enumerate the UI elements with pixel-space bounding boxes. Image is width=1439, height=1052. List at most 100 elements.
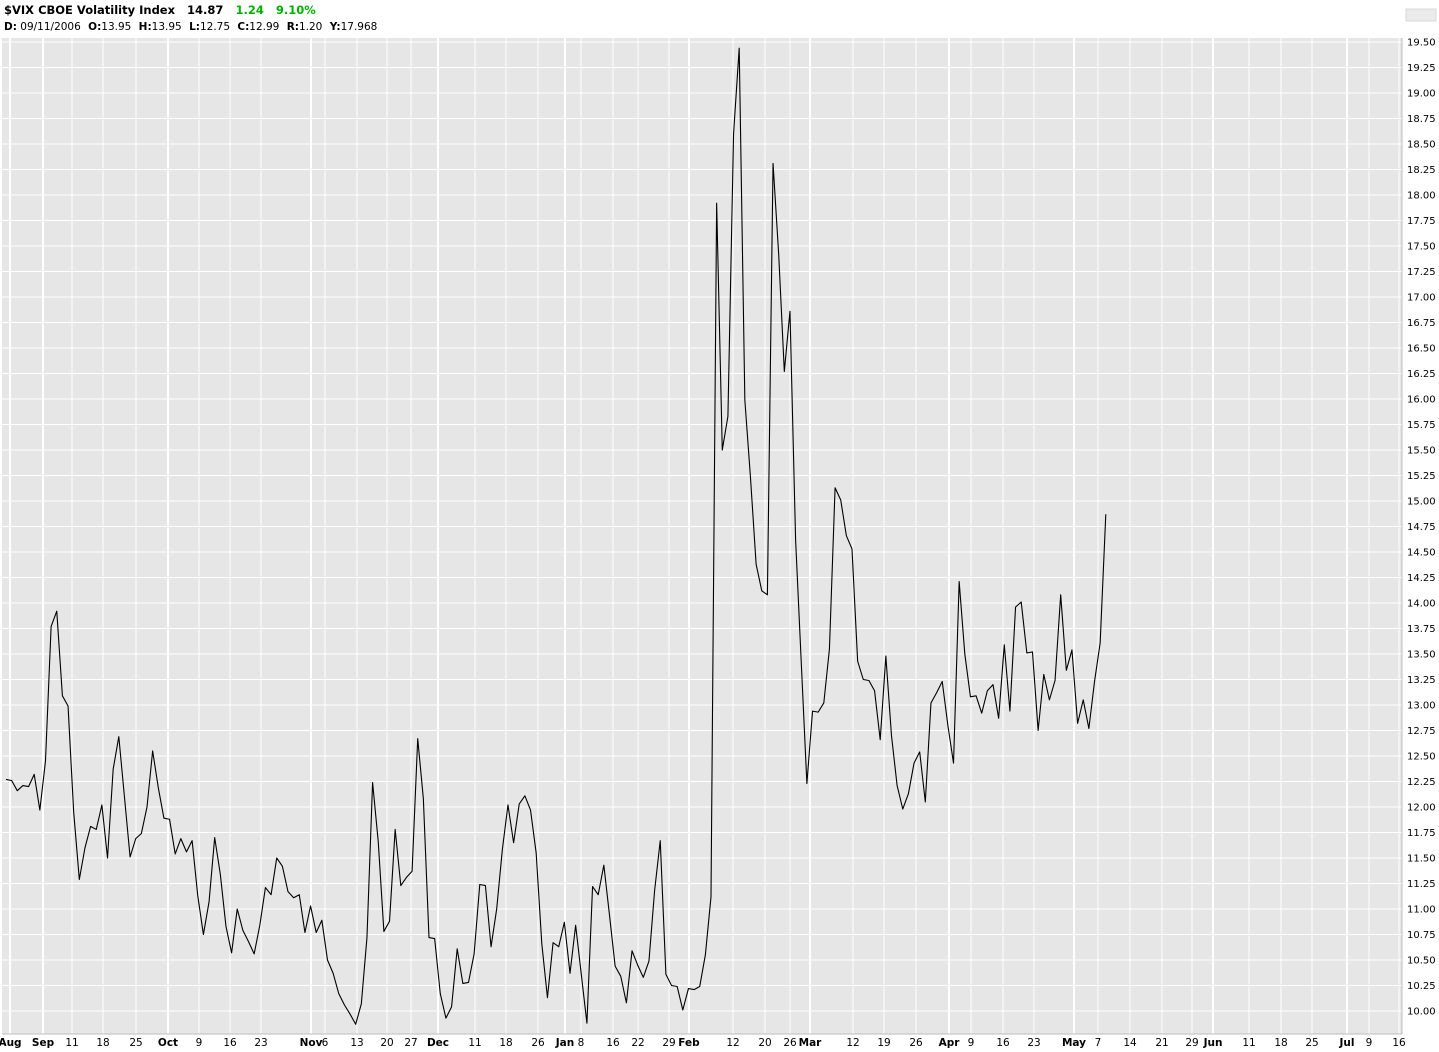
x-tick-label: 6: [322, 1037, 329, 1049]
y-tick-label: 12.75: [1407, 726, 1436, 737]
y-tick-label: 11.00: [1407, 905, 1436, 916]
x-tick-label: 7: [1095, 1037, 1102, 1049]
y-tick-label: 13.50: [1407, 650, 1436, 661]
y-value: 17.968: [340, 21, 378, 33]
x-tick-label: 29: [1185, 1037, 1198, 1049]
y-tick-label: 16.75: [1407, 318, 1436, 329]
y-tick-label: 11.75: [1407, 828, 1436, 839]
chart-header: $VIX CBOE Volatility Index 14.87 1.24 9.…: [0, 0, 1439, 38]
x-tick-label-month: Oct: [158, 1037, 178, 1049]
x-tick-label: 23: [254, 1037, 267, 1049]
y-tick-label: 17.00: [1407, 293, 1436, 304]
x-tick-label: 11: [468, 1037, 481, 1049]
y-tick-label: 19.50: [1407, 38, 1436, 49]
x-tick-label: 26: [531, 1037, 545, 1049]
x-tick-label: 18: [499, 1037, 512, 1049]
x-tick-label: 11: [65, 1037, 78, 1049]
y-tick-label: 19.00: [1407, 89, 1436, 100]
y-tick-label: 18.75: [1407, 114, 1436, 125]
x-tick-label: 21: [1155, 1037, 1168, 1049]
y-tick-label: 11.25: [1407, 879, 1436, 890]
x-tick-label: 8: [578, 1037, 585, 1049]
x-tick-label: 14: [1123, 1037, 1137, 1049]
x-tick-label: 11: [1242, 1037, 1255, 1049]
scroll-control[interactable]: [1405, 8, 1437, 22]
x-tick-label-month: Mar: [799, 1037, 823, 1049]
last-price: 14.87: [187, 3, 224, 17]
x-tick-label-month: Jul: [1339, 1037, 1355, 1049]
x-tick-label: 26: [909, 1037, 923, 1049]
x-tick-label: 25: [129, 1037, 142, 1049]
y-tick-label: 19.25: [1407, 63, 1436, 74]
date-value: 09/11/2006: [20, 21, 81, 33]
x-tick-label: 16: [1392, 1037, 1406, 1049]
y-tick-label: 10.50: [1407, 956, 1436, 967]
x-tick-label-month: Jun: [1203, 1037, 1223, 1049]
x-tick-label: 18: [96, 1037, 109, 1049]
x-tick-label: 12: [846, 1037, 859, 1049]
x-tick-label: 26: [783, 1037, 797, 1049]
x-tick-label: 27: [404, 1037, 417, 1049]
low-value: 12.75: [199, 21, 231, 33]
y-tick-label: 14.25: [1407, 573, 1436, 584]
y-tick-label: 17.50: [1407, 242, 1436, 253]
plot-background: [2, 38, 1402, 1034]
y-tick-label: 15.00: [1407, 497, 1436, 508]
y-tick-label: 12.25: [1407, 777, 1436, 788]
price-change-percent: 9.10%: [275, 3, 316, 17]
grid-lines: [2, 38, 1402, 1034]
symbol: $VIX: [4, 3, 35, 17]
x-tick-label-month: Aug: [0, 1037, 22, 1049]
y-tick-label: 13.25: [1407, 675, 1436, 686]
vix-close-line: [5, 47, 1107, 1025]
y-tick-label: 12.50: [1407, 752, 1436, 763]
y-tick-label: 14.00: [1407, 599, 1436, 610]
y-tick-label: 13.75: [1407, 624, 1436, 635]
y-tick-label: 15.50: [1407, 446, 1436, 457]
x-tick-label-month: Sep: [32, 1037, 55, 1049]
open-value: 13.95: [101, 21, 132, 33]
title-line: $VIX CBOE Volatility Index 14.87 1.24 9.…: [4, 3, 316, 17]
x-tick-label: 16: [606, 1037, 620, 1049]
high-value: 13.95: [151, 21, 182, 33]
y-tick-label: 10.00: [1407, 1007, 1436, 1018]
close-label: C:: [237, 21, 250, 33]
y-tick-label: 10.25: [1407, 981, 1436, 992]
y-tick-label: 17.75: [1407, 216, 1436, 227]
date-label: D:: [4, 21, 17, 33]
y-tick-label: 17.25: [1407, 267, 1436, 278]
price-change: 1.24: [235, 3, 264, 17]
low-label: L:: [189, 21, 200, 33]
y-tick-label: 14.50: [1407, 548, 1436, 559]
y-tick-label: 13.00: [1407, 701, 1436, 712]
x-tick-label: 20: [380, 1037, 393, 1049]
range-label: R:: [286, 21, 299, 33]
y-tick-label: 18.00: [1407, 191, 1436, 202]
range-value: 1.20: [298, 21, 323, 33]
x-tick-label: 19: [877, 1037, 890, 1049]
x-tick-label: 29: [662, 1037, 675, 1049]
y-tick-label: 16.00: [1407, 395, 1436, 406]
y-label: Y:: [329, 21, 341, 33]
x-tick-label: 23: [1027, 1037, 1040, 1049]
x-tick-label: 12: [726, 1037, 739, 1049]
close-value: 12.99: [249, 21, 280, 33]
x-tick-label: 25: [1305, 1037, 1318, 1049]
x-tick-label: 9: [1366, 1037, 1373, 1049]
x-tick-label-month: Feb: [678, 1037, 700, 1049]
x-tick-label-month: Jan: [555, 1037, 574, 1049]
y-tick-label: 14.75: [1407, 522, 1436, 533]
y-tick-label: 18.50: [1407, 140, 1436, 151]
open-label: O:: [88, 21, 102, 33]
high-label: H:: [138, 21, 152, 33]
y-tick-label: 16.25: [1407, 369, 1436, 380]
x-tick-label: 18: [1274, 1037, 1287, 1049]
x-tick-label: 9: [196, 1037, 203, 1049]
y-tick-label: 15.25: [1407, 471, 1436, 482]
y-tick-label: 16.50: [1407, 344, 1436, 355]
x-axis: Aug Sep 11 18 25 Oct 9 16 23 Nov 6 13 20 27 Dec 11 18 26 J…: [0, 1033, 1406, 1049]
x-tick-label: 16: [223, 1037, 237, 1049]
x-tick-label-month: Dec: [427, 1037, 449, 1049]
x-tick-label: 22: [631, 1037, 644, 1049]
